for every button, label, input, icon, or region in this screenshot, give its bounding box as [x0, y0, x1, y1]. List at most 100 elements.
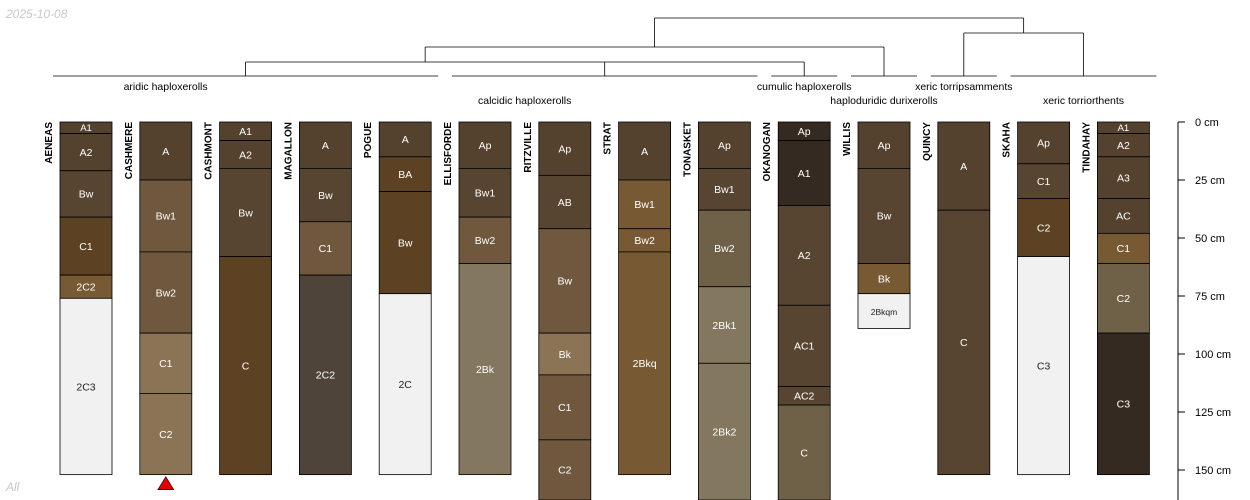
horizon-label: 2Bk: [476, 364, 495, 376]
horizon-bw1: [139, 179, 193, 253]
axis-tick-label: 100 cm: [1195, 349, 1231, 361]
horizon-label: AC: [1116, 211, 1131, 223]
horizon-label: Bw: [238, 207, 253, 219]
horizon-label: A: [322, 140, 329, 152]
horizon-a: [298, 121, 352, 169]
horizon-label: A3: [1117, 172, 1130, 184]
horizon-label: C1: [1037, 176, 1051, 188]
profile-okanogan: Ap A1 A2 AC1 AC2 C OKANOGAN: [762, 121, 831, 500]
horizon-label: C1: [319, 243, 333, 255]
horizon-label: C3: [1037, 360, 1051, 372]
horizon-label: Bw1: [156, 211, 177, 223]
horizon-2c2: [298, 274, 352, 476]
horizon-bw: [378, 191, 432, 295]
horizon-c1: [538, 374, 592, 441]
markers: [157, 476, 175, 490]
horizon-label: Ap: [718, 140, 731, 152]
group-label: cumulic haploxerolls: [757, 81, 852, 93]
horizon-label: C3: [1117, 399, 1131, 411]
horizon-label: Bw2: [634, 235, 655, 247]
profile-cashmont: A1 A2 Bw C CASHMONT: [204, 121, 273, 476]
horizon-label: A2: [239, 149, 252, 161]
horizon-label: A1: [239, 126, 252, 138]
horizon-ac: [1097, 198, 1150, 234]
profile-name: WILLIS: [842, 122, 853, 156]
horizon-label: C1: [1117, 243, 1131, 255]
horizon-label: C2: [159, 429, 173, 441]
horizon-label: 2Bk2: [712, 426, 736, 438]
horizon-bw1: [618, 179, 671, 230]
horizon-label: Bw1: [475, 188, 496, 200]
profile-name: STRAT: [603, 122, 614, 155]
horizon-bw1: [458, 167, 512, 218]
axis-tick-label: 150 cm: [1195, 465, 1231, 477]
horizon-c1: [298, 221, 352, 276]
horizon-2c: [378, 293, 432, 476]
profile-name: OKANOGAN: [762, 122, 773, 181]
horizon-label: 2Bkqm: [871, 307, 897, 317]
horizon-label: Bk: [559, 349, 572, 361]
horizon-label: A2: [80, 147, 93, 159]
profile-cashmere: A Bw1 Bw2 C1 C2 CASHMERE: [124, 121, 193, 476]
horizon-label: Ap: [878, 140, 891, 152]
horizon-2bkqm: [857, 293, 911, 329]
profile-skaha: Ap C1 C2 C3 SKAHA: [1002, 121, 1070, 476]
horizon-bw: [298, 167, 352, 223]
horizon-c3: [1097, 332, 1150, 476]
profile-aeneas: A1 A2 Bw C1 2C2 2C3 AENEAS: [44, 121, 113, 476]
profile-name: TONASKET: [682, 122, 693, 177]
horizon-bw2: [458, 216, 512, 264]
horizon-c2: [139, 393, 193, 476]
horizon-label: Bk: [878, 273, 891, 285]
horizon-label: C2: [1117, 293, 1131, 305]
horizon-ap: [698, 121, 751, 169]
profile-name: ELLISFORDE: [443, 122, 454, 186]
profile-name: POGUE: [363, 122, 374, 158]
horizon-label: C1: [558, 402, 572, 414]
axis-tick-label: 25 cm: [1195, 175, 1225, 187]
profile-ellisforde: Ap Bw1 Bw2 2Bk ELLISFORDE: [443, 121, 512, 476]
profile-name: TINDAHAY: [1081, 122, 1092, 173]
horizon-label: C1: [79, 241, 93, 253]
profile-name: AENEAS: [44, 122, 55, 164]
profile-name: CASHMONT: [204, 122, 215, 180]
horizon-label: A2: [1117, 140, 1130, 152]
group-label: xeric torriorthents: [1043, 95, 1124, 107]
horizon-2bkq: [618, 251, 671, 476]
horizon-c: [777, 404, 831, 500]
group-label: haploduridic durixerolls: [830, 95, 937, 107]
horizon-bw2: [139, 251, 193, 334]
horizon-label: A2: [798, 250, 811, 262]
horizon-label: Ap: [479, 140, 492, 152]
group-labels: aridic haploxerolls calcidic haploxerolls…: [124, 81, 1124, 107]
axis-tick-label: 0 cm: [1195, 117, 1219, 129]
horizon-label: 2C3: [76, 381, 95, 393]
horizon-2bk1: [698, 286, 751, 364]
horizon-label: A: [960, 161, 967, 173]
profile-tonasket: Ap Bw1 Bw2 2Bk1 2Bk2 TONASKET: [682, 121, 751, 500]
group-label: xeric torripsamments: [915, 81, 1012, 93]
horizon-label: 2Bkq: [633, 358, 657, 370]
profile-name: MAGALLON: [283, 122, 294, 180]
horizon-label: 2C2: [316, 370, 335, 382]
profile-name: SKAHA: [1002, 122, 1013, 158]
horizon-label: Ap: [558, 143, 571, 155]
profile-strat: A Bw1 Bw2 2Bkq STRAT: [603, 121, 671, 476]
profile-ritzville: Ap AB Bw Bk C1 C2 RITZVILLE: [523, 121, 592, 500]
horizon-label: Bw: [398, 237, 413, 249]
horizon-label: Bw2: [714, 243, 735, 255]
horizon-a: [937, 121, 991, 211]
date-stamp: 2025-10-08: [6, 7, 68, 21]
horizon-2c3: [59, 297, 113, 476]
horizon-label: BA: [398, 169, 412, 181]
horizon-label: Bw2: [475, 235, 496, 247]
horizon-label: A: [641, 146, 648, 158]
profile-pogue: A BA Bw 2C POGUE: [363, 121, 432, 476]
horizon-label: A: [162, 146, 169, 158]
axis-tick-label: 50 cm: [1195, 233, 1225, 245]
horizon-c1: [139, 332, 193, 394]
horizon-label: Bw: [318, 190, 333, 202]
profile-willis: Ap Bw Bk 2Bkqm WILLIS: [842, 121, 911, 329]
horizon-label: AB: [558, 197, 572, 209]
horizon-label: C: [242, 360, 250, 372]
